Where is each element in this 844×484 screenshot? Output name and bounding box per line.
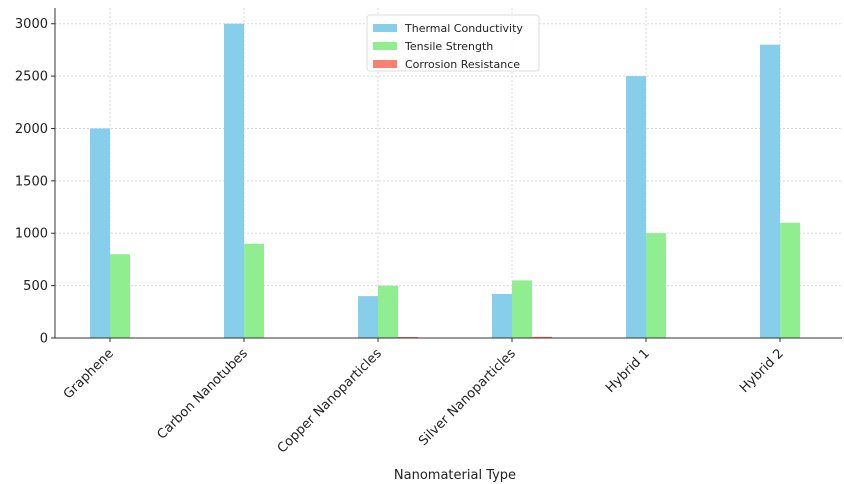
x-tick-label: Silver Nanoparticles [416, 346, 519, 449]
bar-thermal-conductivity [90, 128, 110, 338]
bar-tensile-strength [646, 233, 666, 338]
x-tick-label: Hybrid 1 [603, 346, 653, 396]
y-tick-label: 1500 [15, 174, 48, 189]
legend-swatch [373, 60, 397, 68]
bar-thermal-conductivity [626, 76, 646, 338]
axes [54, 8, 842, 339]
legend-label: Tensile Strength [404, 40, 493, 53]
legend-swatch [373, 42, 397, 50]
x-tick-label: Hybrid 2 [737, 346, 787, 396]
bar-tensile-strength [378, 285, 398, 338]
bar-thermal-conductivity [760, 44, 780, 339]
legend: Thermal Conductivity Tensile Strength Corr… [366, 14, 540, 72]
bar-tensile-strength [244, 243, 264, 338]
x-ticks: Graphene Carbon Nanotubes Copper Nanoparti… [61, 338, 787, 456]
y-tick-label: 1000 [15, 227, 48, 242]
y-tick-label: 3000 [15, 17, 48, 32]
bar-tensile-strength [780, 222, 800, 338]
x-tick-label: Carbon Nanotubes [155, 346, 251, 442]
legend-label: Thermal Conductivity [404, 22, 523, 35]
y-tick-label: 2000 [15, 122, 48, 137]
bars [90, 23, 800, 339]
x-tick-label: Copper Nanoparticles [275, 346, 385, 456]
bar-corrosion-resistance [532, 336, 552, 339]
bar-thermal-conductivity [492, 294, 512, 338]
x-axis-label: Nanomaterial Type [394, 468, 516, 483]
y-tick-label: 2500 [15, 70, 48, 85]
legend-label: Corrosion Resistance [405, 58, 520, 71]
y-tick-label: 500 [23, 279, 48, 294]
legend-box [366, 14, 540, 72]
bar-tensile-strength [512, 280, 532, 338]
y-tick-label: 0 [40, 332, 48, 347]
y-ticks: 0 500 1000 1500 2000 2500 3000 [15, 17, 55, 347]
bar-tensile-strength [110, 254, 130, 338]
x-tick-label: Graphene [61, 346, 117, 402]
legend-swatch [373, 24, 397, 32]
bar-thermal-conductivity [224, 23, 244, 338]
bar-thermal-conductivity [358, 296, 378, 338]
